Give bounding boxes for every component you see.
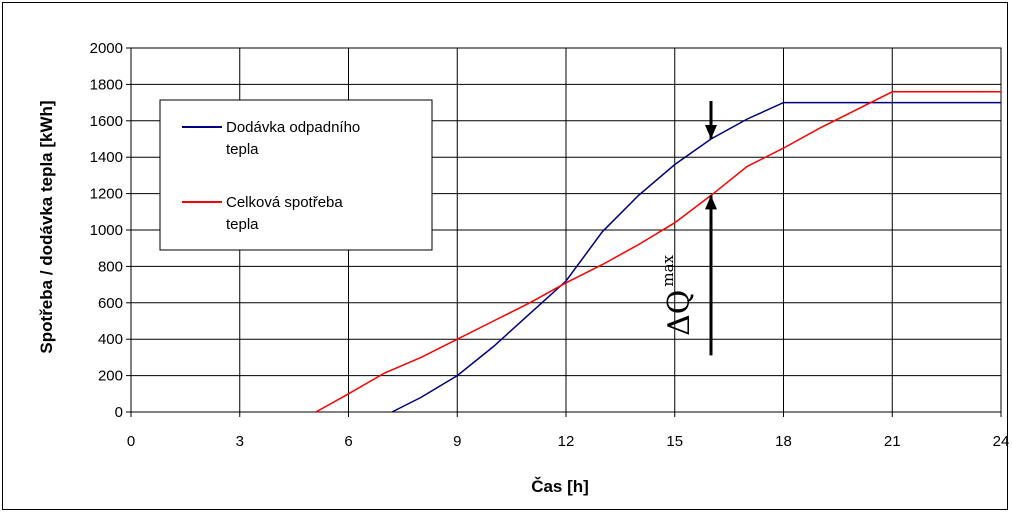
y-axis-title: Spotřeba / dodávka tepla [kWh]	[37, 100, 56, 353]
annotation-label: ΔQmax	[659, 254, 697, 335]
annotation-arrow-down	[705, 125, 717, 139]
x-tick-label: 15	[666, 433, 683, 450]
tick-labels: 0 200 400 600 800 1000 1200 1400 1600 1800 2000 0 3 6…	[90, 40, 1010, 450]
plot-area	[130, 47, 1002, 413]
y-tick-label: 0	[115, 404, 123, 421]
annotation-arrow-up	[705, 195, 717, 210]
y-tick-label: 600	[98, 295, 123, 312]
delta-q-annotation: ΔQmax	[659, 101, 717, 356]
x-tick-label: 3	[236, 433, 244, 450]
legend-label-1: Celková spotřeba tepla	[226, 194, 343, 233]
legend-box	[159, 99, 433, 251]
y-tick-label: 1000	[90, 222, 123, 239]
x-tick-label: 6	[344, 433, 352, 450]
y-tick-label: 400	[98, 331, 123, 348]
y-tick-label: 1200	[90, 186, 123, 203]
legend-label-0: Dodávka odpadního tepla	[226, 119, 360, 158]
y-tick-label: 1400	[90, 149, 123, 166]
x-axis-title: Čas [h]	[531, 477, 589, 496]
series-line-1	[315, 90, 1001, 413]
x-tick-label: 21	[884, 433, 901, 450]
x-tick-label: 9	[453, 433, 461, 450]
x-tick-label: 18	[775, 433, 792, 450]
series-lines	[315, 90, 1001, 413]
x-tick-label: 24	[993, 433, 1010, 450]
y-tick-label: 1800	[90, 76, 123, 93]
y-tick-label: 1600	[90, 113, 123, 130]
y-tick-label: 2000	[90, 40, 123, 57]
x-tick-label: 0	[127, 433, 135, 450]
series-line-0	[391, 101, 1001, 413]
y-tick-label: 200	[98, 368, 123, 385]
y-tick-label: 800	[98, 258, 123, 275]
x-tick-label: 12	[558, 433, 575, 450]
legend: Dodávka odpadního tepla Celková spotřeba t…	[159, 99, 433, 251]
